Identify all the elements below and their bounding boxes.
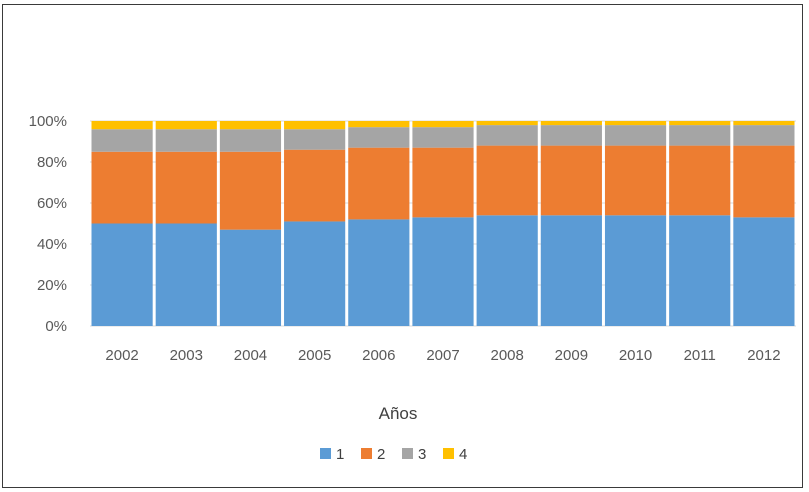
bar-segment-series-4 (733, 121, 795, 126)
bar-segment-series-3 (284, 129, 346, 150)
bar-segment-series-3 (155, 129, 217, 152)
x-tick-label: 2011 (684, 347, 716, 364)
bar-segment-series-2 (669, 145, 731, 216)
bar-segment-series-2 (604, 145, 667, 216)
x-tick-label: 2005 (298, 347, 331, 364)
x-tick-label: 2004 (234, 347, 267, 364)
x-tick-label: 2007 (426, 347, 459, 364)
bar-segment-series-4 (91, 121, 153, 130)
bar-segment-series-4 (284, 121, 346, 130)
y-tick-label: 0% (45, 318, 67, 335)
bar-segment-series-3 (604, 125, 667, 146)
bar-segment-series-1 (733, 217, 795, 326)
bar-segment-series-4 (604, 121, 667, 126)
y-tick-label: 20% (37, 277, 67, 294)
y-tick-label: 80% (37, 154, 67, 171)
bar-segment-series-3 (219, 129, 282, 152)
bar-segment-series-2 (91, 151, 153, 224)
bar-segment-series-4 (669, 121, 731, 126)
bar-segment-series-4 (219, 121, 282, 130)
bar-segment-series-4 (540, 121, 602, 126)
x-tick-label: 2010 (619, 347, 652, 364)
bar-segment-series-2 (155, 151, 217, 224)
y-tick-label: 60% (37, 195, 67, 212)
y-tick-label: 40% (37, 236, 67, 253)
bar-segment-series-1 (284, 221, 346, 326)
bar-segment-series-4 (155, 121, 217, 130)
legend-label: 2 (377, 446, 385, 463)
bar-segment-series-3 (476, 125, 538, 146)
x-tick-label: 2003 (170, 347, 203, 364)
bar-segment-series-3 (733, 125, 795, 146)
bar-segment-series-1 (476, 215, 538, 326)
bar-segment-series-1 (155, 223, 217, 326)
bar-segment-series-3 (91, 129, 153, 152)
x-axis-title: Años (379, 404, 418, 423)
bar-segment-series-1 (348, 219, 410, 326)
legend-swatch-4 (443, 448, 454, 459)
bar-segment-series-1 (412, 217, 474, 326)
x-tick-label: 2009 (555, 347, 588, 364)
bar-segment-series-1 (540, 215, 602, 326)
bar-segment-series-4 (476, 121, 538, 126)
bar-segment-series-2 (219, 151, 282, 230)
bar-segment-series-1 (604, 215, 667, 326)
y-tick-label: 100% (29, 113, 67, 130)
legend-label: 3 (418, 446, 426, 463)
x-tick-label: 2006 (362, 347, 395, 364)
bar-segment-series-3 (669, 125, 731, 146)
legend-swatch-2 (361, 448, 372, 459)
bar-segment-series-2 (284, 149, 346, 222)
bar-segment-series-3 (412, 127, 474, 148)
bar-segment-series-4 (348, 121, 410, 128)
bar-segment-series-2 (412, 147, 474, 218)
legend-label: 1 (336, 446, 344, 463)
bar-segment-series-4 (412, 121, 474, 128)
bar-segment-series-2 (733, 145, 795, 218)
bar-segment-series-3 (348, 127, 410, 148)
x-tick-label: 2008 (490, 347, 523, 364)
bar-segment-series-1 (669, 215, 731, 326)
legend-label: 4 (459, 446, 467, 463)
bar-segment-series-2 (476, 145, 538, 216)
bar-segment-series-1 (91, 223, 153, 326)
x-tick-label: 2012 (747, 347, 780, 364)
legend-swatch-3 (402, 448, 413, 459)
x-tick-label: 2002 (105, 347, 138, 364)
bar-segment-series-2 (348, 147, 410, 220)
bar-segment-series-3 (540, 125, 602, 146)
legend-swatch-1 (320, 448, 331, 459)
bar-segment-series-2 (540, 145, 602, 216)
bar-segment-series-1 (219, 229, 282, 326)
